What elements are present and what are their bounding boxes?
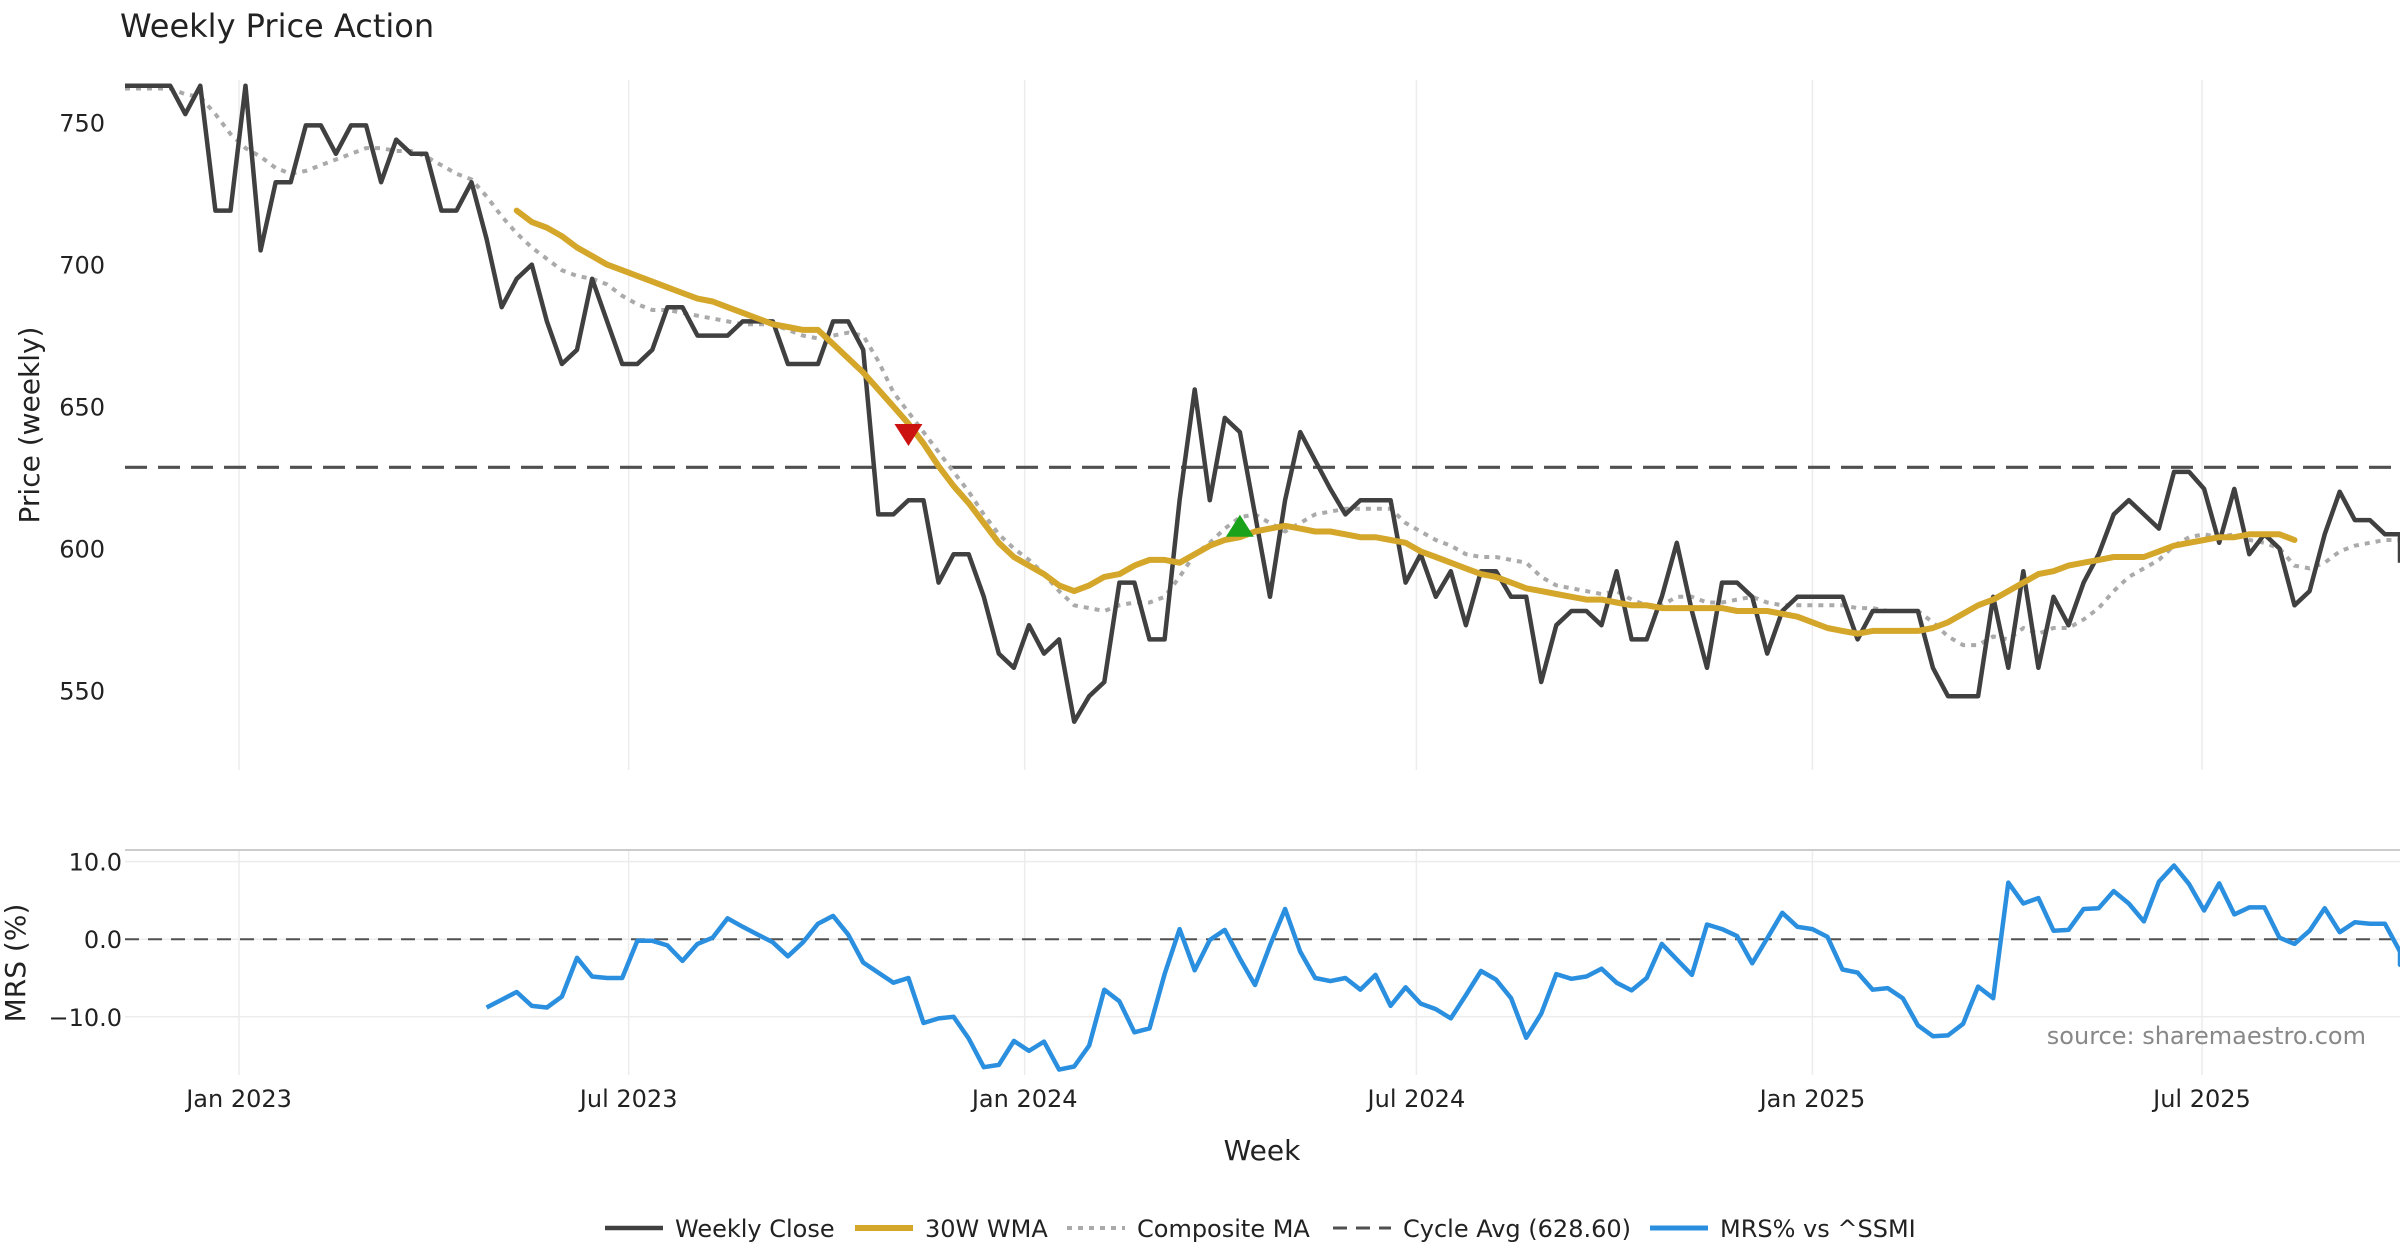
- series-composite-ma: [125, 86, 2400, 648]
- y-tick-label: −10.0: [48, 1004, 122, 1032]
- mrs-series-group: [485, 863, 2400, 1072]
- y-tick-label: 600: [59, 536, 105, 564]
- y-tick-label: 10.0: [69, 849, 122, 877]
- y-tick-label: 650: [59, 394, 105, 422]
- y-tick-label: 700: [59, 252, 105, 280]
- x-tick-label: Jan 2025: [1758, 1085, 1866, 1113]
- price-x-grid: [238, 80, 2203, 770]
- price-y-ticks: 550 600 650 700 750: [59, 110, 105, 706]
- legend-label: Composite MA: [1137, 1215, 1310, 1243]
- mrs-y-ticks: 10.0 0.0 −10.0: [48, 849, 122, 1032]
- series-30w-wma: [513, 207, 2298, 637]
- mrs-y-axis-label: MRS (%): [0, 904, 32, 1023]
- legend-label: Cycle Avg (628.60): [1403, 1215, 1631, 1243]
- y-tick-label: 750: [59, 110, 105, 138]
- x-tick-label: Jan 2024: [970, 1085, 1078, 1113]
- sell-signal-marker: [894, 423, 923, 446]
- legend-label: Weekly Close: [675, 1215, 835, 1243]
- legend-label: 30W WMA: [925, 1215, 1048, 1243]
- signal-markers: [894, 423, 1254, 537]
- buy-signal-marker: [1225, 514, 1254, 537]
- x-axis-label: Week: [1224, 1134, 1301, 1167]
- chart-title: Weekly Price Action: [120, 7, 434, 45]
- price-y-axis-label: Price (weekly): [13, 327, 46, 524]
- y-tick-label: 550: [59, 677, 105, 705]
- price-series-group: [125, 83, 2400, 724]
- source-annotation: source: sharemaestro.com: [2047, 1022, 2366, 1050]
- series-mrs: [485, 863, 2400, 1072]
- mrs-x-grid: [238, 850, 2203, 1075]
- series-weekly-close: [125, 83, 2400, 724]
- x-tick-label: Jul 2023: [578, 1085, 678, 1113]
- legend-label: MRS% vs ^SSMI: [1720, 1215, 1916, 1243]
- x-tick-label: Jul 2024: [1366, 1085, 1466, 1113]
- y-tick-label: 0.0: [84, 926, 122, 954]
- x-tick-label: Jan 2023: [184, 1085, 292, 1113]
- chart-legend: Weekly Close 30W WMA Composite MA Cycle Avg…: [605, 1215, 1916, 1243]
- x-tick-labels: Jan 2023 Jul 2023 Jan 2024 Jul 2024 Jan 2025…: [184, 1085, 2251, 1113]
- x-tick-label: Jul 2025: [2151, 1085, 2251, 1113]
